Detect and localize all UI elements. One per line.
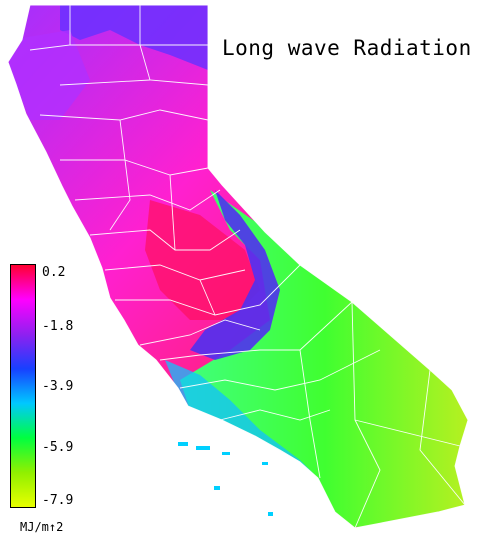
coast-cyan-band	[165, 360, 320, 480]
legend-tick-3: -3.9	[42, 379, 74, 394]
county-borders	[7, 4, 469, 529]
north-west-purple	[10, 30, 90, 120]
north-blue-region	[60, 5, 208, 70]
legend-tick-2: -1.8	[42, 319, 74, 334]
legend-units: MJ/m↑2	[20, 520, 64, 534]
map-title: Long wave Radiation	[222, 36, 472, 60]
legend-tick-4: -5.9	[42, 440, 74, 455]
sierra-blue-band	[190, 190, 280, 360]
legend-tick-5: -7.9	[42, 493, 74, 508]
color-scale-bar	[10, 264, 36, 508]
channel-islands	[178, 442, 273, 516]
legend-tick-1: 0.2	[42, 265, 66, 280]
desert-south	[180, 190, 468, 528]
